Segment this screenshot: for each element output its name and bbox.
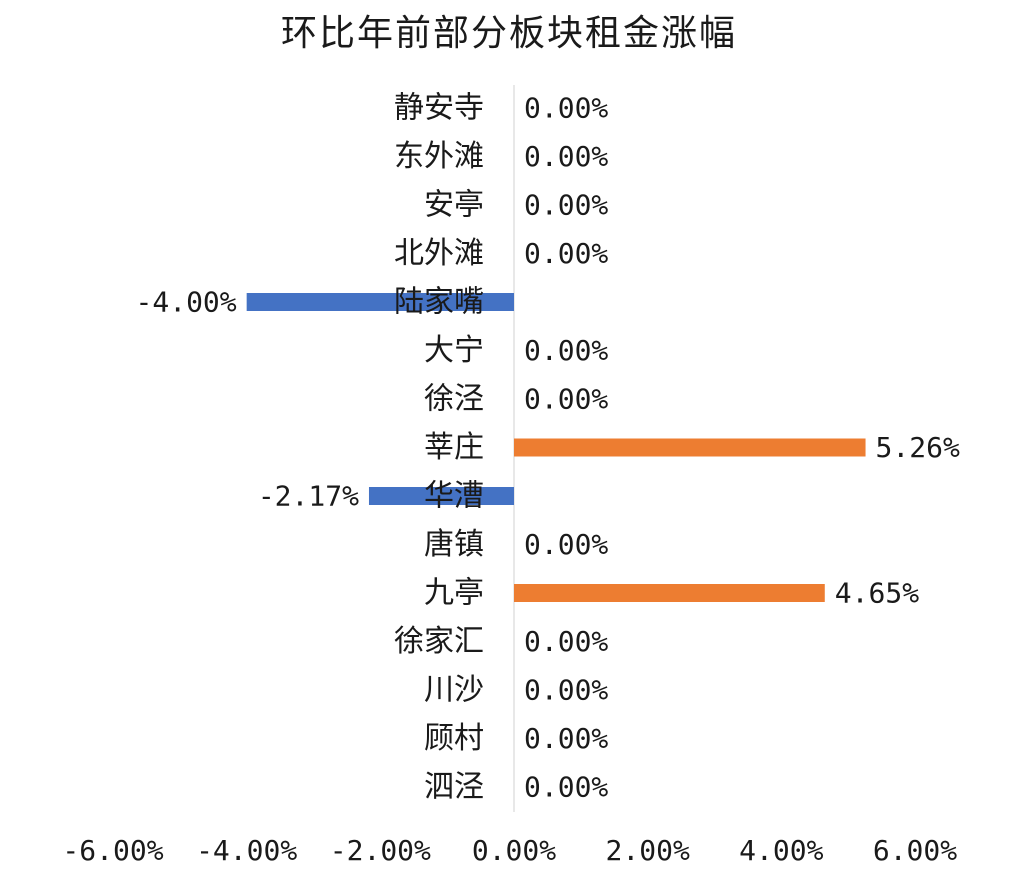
value-label: -4.00%	[136, 286, 237, 319]
value-label: 0.00%	[524, 334, 608, 367]
category-label: 莘庄	[424, 430, 484, 465]
x-tick-label: 2.00%	[606, 834, 690, 867]
value-label: 0.00%	[524, 383, 608, 416]
category-label: 徐泾	[424, 382, 484, 417]
value-label: 0.00%	[524, 140, 608, 173]
category-label: 北外滩	[394, 236, 484, 271]
category-label: 唐镇	[424, 527, 484, 562]
x-tick-label: -6.00%	[62, 834, 163, 867]
bars-group	[246, 293, 866, 602]
value-label: -2.17%	[258, 480, 359, 513]
value-label: 0.00%	[524, 674, 608, 707]
value-label: 5.26%	[876, 431, 960, 464]
value-label: 0.00%	[524, 237, 608, 270]
value-label: 0.00%	[524, 189, 608, 222]
bar-华漕	[368, 487, 514, 505]
category-label: 九亭	[424, 576, 484, 611]
x-tick-label: 4.00%	[739, 834, 823, 867]
value-label: 0.00%	[524, 625, 608, 658]
value-label: 0.00%	[524, 92, 608, 125]
category-label: 徐家汇	[394, 624, 484, 659]
x-tick-label: 0.00%	[472, 834, 556, 867]
bar-莘庄	[514, 438, 866, 457]
x-tick-labels-group: -6.00% -4.00% -2.00% 0.00% 2.00% 4.00% 6.00%	[62, 834, 957, 867]
x-tick-label: -4.00%	[196, 834, 297, 867]
value-label: 4.65%	[835, 577, 919, 610]
chart-title: 环比年前部分板块租金涨幅	[281, 13, 737, 54]
category-label: 顾村	[424, 721, 484, 756]
category-label: 泗泾	[424, 770, 484, 805]
category-label: 大宁	[424, 333, 484, 368]
bar-九亭	[514, 584, 825, 602]
category-label: 安亭	[424, 188, 484, 223]
value-label: 0.00%	[524, 528, 608, 561]
category-label: 川沙	[424, 673, 484, 708]
category-label: 华漕	[424, 479, 484, 514]
value-label: 0.00%	[524, 722, 608, 755]
x-tick-label: 6.00%	[873, 834, 957, 867]
value-label: 0.00%	[524, 771, 608, 804]
x-tick-label: -2.00%	[330, 834, 431, 867]
bar-陆家嘴	[246, 293, 514, 311]
value-labels-group: 0.00% 0.00% 0.00% 0.00% -4.00% 0.00% 0.00% 5.26…	[136, 92, 960, 804]
category-label: 陆家嘴	[394, 285, 484, 320]
category-label: 静安寺	[394, 91, 484, 126]
category-label: 东外滩	[394, 139, 484, 174]
